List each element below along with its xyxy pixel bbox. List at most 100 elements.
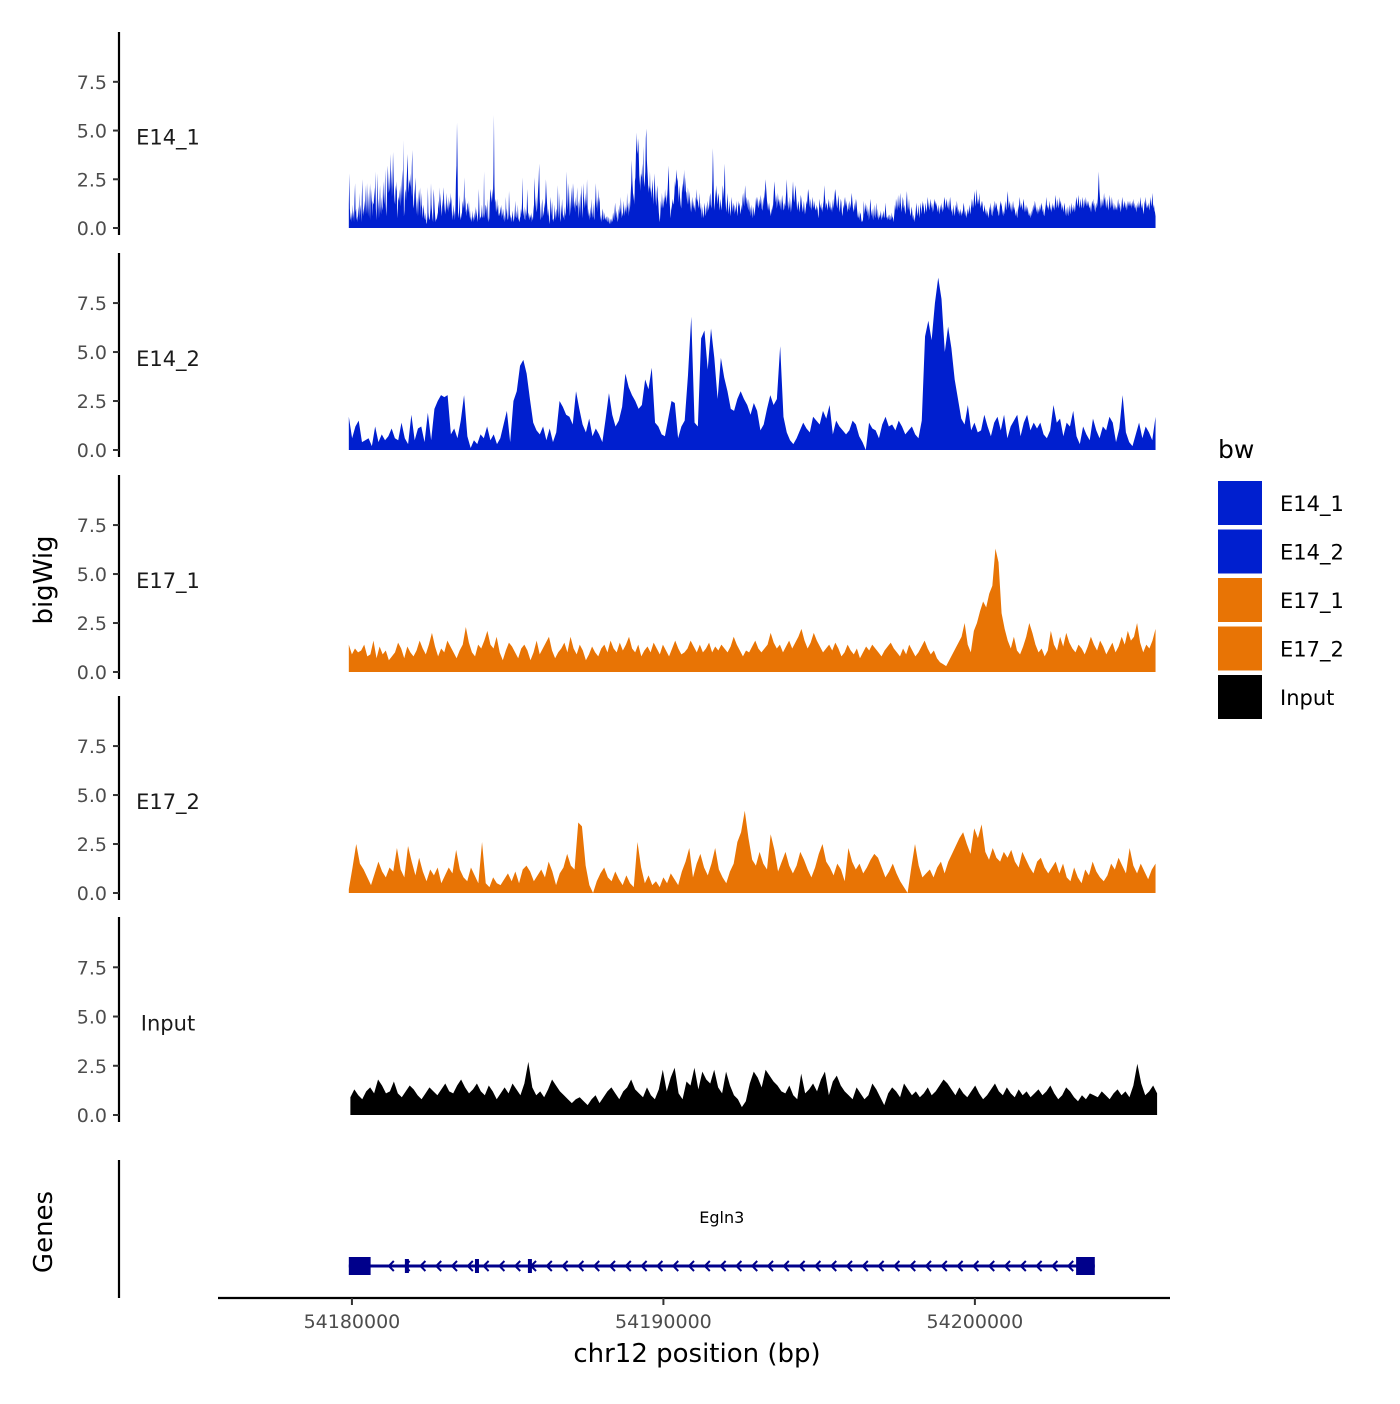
y-tick-label-E17_1-3: 7.5 [77, 515, 107, 537]
strand-arrow-icon [877, 1260, 885, 1272]
track-label-Input: Input [141, 1012, 195, 1036]
legend-label-E17_1: E17_1 [1280, 589, 1344, 614]
y-tick-label-E14_2-0: 0.0 [77, 440, 107, 462]
legend-label-Input: Input [1280, 686, 1334, 710]
track-E17_2: 0.0 2.5 5.0 7.5 E17_2 [77, 696, 1156, 905]
y-tick-label-E17_2-1: 2.5 [77, 834, 107, 856]
x-tick-label-1: 54190000 [615, 1311, 712, 1333]
strand-arrow-icon [893, 1260, 901, 1272]
coverage-area-E14_2 [348, 277, 1156, 450]
track-label-E17_1: E17_1 [136, 569, 200, 594]
y-tick-label-Input-0: 0.0 [77, 1105, 107, 1127]
y-tick-label-E17_1-1: 2.5 [77, 613, 107, 635]
gene-exon-0 [348, 1257, 371, 1275]
y-axis-title: bigWig [29, 535, 59, 624]
track-label-E14_2: E14_2 [136, 347, 200, 372]
strand-arrow-icon [450, 1260, 458, 1272]
strand-arrow-icon [972, 1260, 980, 1272]
y-tick-label-Input-3: 7.5 [77, 957, 107, 979]
y-tick-label-E14_1-1: 2.5 [77, 169, 107, 191]
track-label-E14_1: E14_1 [136, 126, 200, 151]
strand-arrow-icon [482, 1260, 490, 1272]
legend-swatch-E17_1 [1218, 578, 1262, 622]
gene-exon-3 [527, 1259, 532, 1273]
strand-arrow-icon [687, 1260, 695, 1272]
gene-exon-4 [1076, 1257, 1095, 1275]
strand-arrow-icon [1035, 1260, 1043, 1272]
strand-arrow-icon [956, 1260, 964, 1272]
gene-exon-1 [404, 1259, 409, 1273]
gene-panel-title: Genes [29, 1191, 59, 1273]
track-E14_1: 0.0 2.5 5.0 7.5 E14_1 [77, 32, 1156, 240]
strand-arrow-icon [719, 1260, 727, 1272]
strand-arrow-icon [624, 1260, 632, 1272]
legend-swatch-E17_2 [1218, 626, 1262, 671]
y-tick-label-Input-1: 2.5 [77, 1056, 107, 1078]
y-tick-label-E14_2-3: 7.5 [77, 293, 107, 315]
y-tick-label-E17_2-2: 5.0 [77, 785, 107, 807]
strand-arrow-icon [782, 1260, 790, 1272]
gene-exon-2 [474, 1259, 479, 1273]
legend-label-E17_2: E17_2 [1280, 638, 1344, 663]
strand-arrow-icon [1066, 1260, 1074, 1272]
strand-arrow-icon [735, 1260, 743, 1272]
strand-arrow-icon [592, 1260, 600, 1272]
legend-label-E14_2: E14_2 [1280, 541, 1344, 566]
legend-swatch-E14_2 [1218, 529, 1262, 574]
coverage-area-E17_2 [348, 810, 1156, 893]
strand-arrow-icon [829, 1260, 837, 1272]
strand-arrow-icon [703, 1260, 711, 1272]
track-E17_1: 0.0 2.5 5.0 7.5 E17_1 [77, 475, 1156, 684]
y-tick-label-E14_1-3: 7.5 [77, 72, 107, 94]
legend-title: bw [1218, 435, 1254, 464]
y-tick-label-E17_2-3: 7.5 [77, 736, 107, 758]
x-tick-label-0: 54180000 [304, 1311, 401, 1333]
strand-arrow-icon [814, 1260, 822, 1272]
x-axis-title: chr12 position (bp) [573, 1339, 820, 1369]
strand-arrow-icon [766, 1260, 774, 1272]
coverage-area-E14_1 [348, 114, 1156, 228]
y-tick-label-E17_2-0: 0.0 [77, 883, 107, 905]
strand-arrow-icon [924, 1260, 932, 1272]
legend-swatch-E14_1 [1218, 481, 1262, 525]
strand-arrow-icon [861, 1260, 869, 1272]
strand-arrow-icon [1003, 1260, 1011, 1272]
gene-model-Egln3: Egln3 [348, 1208, 1095, 1275]
strand-arrow-icon [466, 1260, 474, 1272]
x-tick-label-2: 54200000 [927, 1311, 1024, 1333]
strand-arrow-icon [798, 1260, 806, 1272]
track-Input: 0.0 2.5 5.0 7.5 Input [77, 917, 1158, 1127]
strand-arrow-icon [387, 1260, 395, 1272]
coverage-area-Input [350, 1061, 1158, 1115]
strand-arrow-icon [987, 1260, 995, 1272]
y-tick-label-E17_1-2: 5.0 [77, 564, 107, 586]
strand-arrow-icon [1019, 1260, 1027, 1272]
y-tick-label-Input-2: 5.0 [77, 1007, 107, 1029]
y-tick-label-E14_2-1: 2.5 [77, 391, 107, 413]
strand-arrow-icon [419, 1260, 427, 1272]
strand-arrow-icon [434, 1260, 442, 1272]
strand-arrow-icon [845, 1260, 853, 1272]
strand-arrow-icon [656, 1260, 664, 1272]
strand-arrow-icon [561, 1260, 569, 1272]
strand-arrow-icon [608, 1260, 616, 1272]
y-tick-label-E14_2-2: 5.0 [77, 342, 107, 364]
track-label-E17_2: E17_2 [136, 790, 200, 815]
y-tick-label-E14_1-0: 0.0 [77, 218, 107, 240]
strand-arrow-icon [940, 1260, 948, 1272]
strand-arrow-icon [1051, 1260, 1059, 1272]
coverage-area-E17_1 [348, 548, 1156, 672]
strand-arrow-icon [513, 1260, 521, 1272]
legend-label-E14_1: E14_1 [1280, 492, 1344, 517]
y-tick-label-E17_1-0: 0.0 [77, 662, 107, 684]
strand-arrow-icon [908, 1260, 916, 1272]
gene-name-label: Egln3 [699, 1208, 744, 1227]
track-E14_2: 0.0 2.5 5.0 7.5 E14_2 [77, 253, 1156, 462]
legend-swatch-Input [1218, 675, 1262, 719]
strand-arrow-icon [545, 1260, 553, 1272]
strand-arrow-icon [671, 1260, 679, 1272]
y-tick-label-E14_1-2: 5.0 [77, 121, 107, 143]
strand-arrow-icon [498, 1260, 506, 1272]
